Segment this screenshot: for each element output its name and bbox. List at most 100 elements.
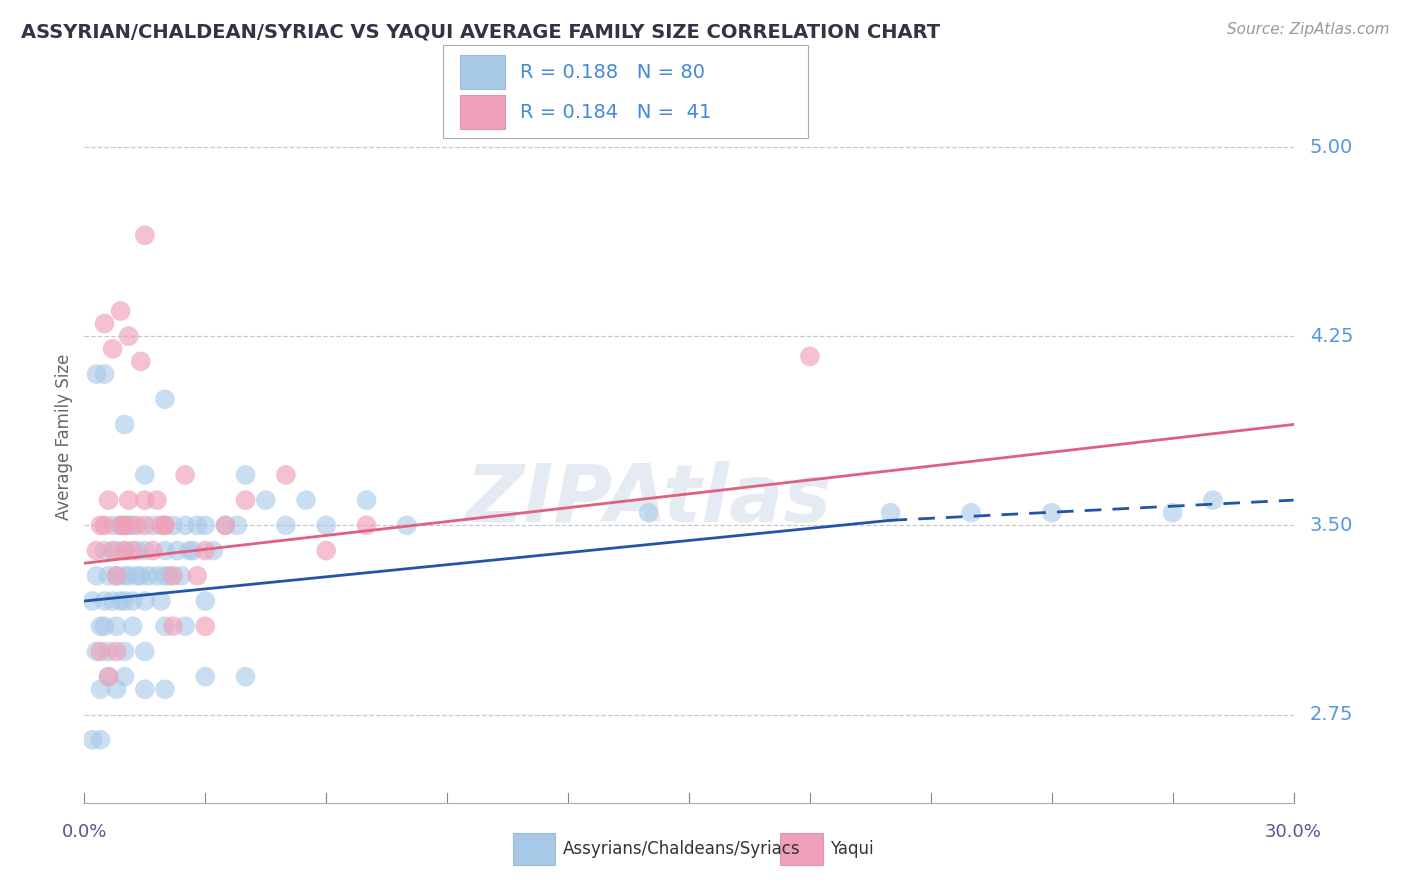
Point [235, 467, 257, 482]
Point [153, 569, 176, 583]
Point [153, 518, 176, 533]
Point [105, 619, 128, 633]
Point [86, 644, 108, 658]
Point [101, 594, 124, 608]
Point [82, 594, 104, 608]
Point [142, 518, 165, 533]
Point [114, 670, 136, 684]
Text: R = 0.188   N = 80: R = 0.188 N = 80 [520, 62, 706, 82]
Point [356, 493, 378, 508]
Point [114, 543, 136, 558]
Point [174, 518, 197, 533]
Point [395, 518, 418, 533]
Point [93, 367, 115, 381]
Point [157, 569, 180, 583]
Point [93, 594, 115, 608]
Point [799, 350, 821, 364]
Point [121, 543, 143, 558]
Point [879, 506, 901, 520]
Point [97, 670, 120, 684]
Point [134, 228, 156, 243]
Point [142, 543, 165, 558]
Point [129, 354, 152, 368]
Point [153, 543, 176, 558]
Point [114, 543, 136, 558]
Point [134, 467, 156, 482]
Point [125, 543, 148, 558]
Text: 30.0%: 30.0% [1265, 823, 1322, 841]
Point [174, 467, 197, 482]
Point [170, 569, 193, 583]
Point [235, 493, 257, 508]
Point [105, 569, 128, 583]
Point [637, 506, 659, 520]
Point [93, 543, 115, 558]
Point [93, 317, 115, 331]
Text: 4.25: 4.25 [1309, 326, 1353, 346]
Point [146, 569, 169, 583]
Point [134, 644, 156, 658]
Point [315, 518, 337, 533]
Point [138, 569, 160, 583]
Point [162, 518, 184, 533]
Point [226, 518, 249, 533]
Point [114, 417, 136, 432]
Point [114, 518, 136, 533]
Point [121, 619, 143, 633]
Point [356, 518, 378, 533]
Point [97, 644, 120, 658]
Point [214, 518, 236, 533]
Point [118, 329, 141, 343]
Point [110, 518, 132, 533]
Point [110, 594, 132, 608]
Point [101, 543, 124, 558]
Point [89, 518, 111, 533]
Point [274, 518, 297, 533]
Point [254, 493, 277, 508]
Point [89, 619, 111, 633]
Point [186, 518, 208, 533]
Point [179, 543, 201, 558]
Text: Source: ZipAtlas.com: Source: ZipAtlas.com [1226, 22, 1389, 37]
Point [118, 518, 141, 533]
Y-axis label: Average Family Size: Average Family Size [55, 354, 73, 520]
Point [114, 594, 136, 608]
Point [1161, 506, 1184, 520]
Point [149, 594, 172, 608]
Point [114, 569, 136, 583]
Point [194, 670, 217, 684]
Text: 0.0%: 0.0% [62, 823, 107, 841]
Point [274, 467, 297, 482]
Point [1202, 493, 1225, 508]
Point [1040, 506, 1063, 520]
Text: ZIPAtlas: ZIPAtlas [465, 461, 832, 539]
Point [110, 304, 132, 318]
Point [105, 543, 128, 558]
Point [110, 518, 132, 533]
Point [214, 518, 236, 533]
Text: R = 0.184   N =  41: R = 0.184 N = 41 [520, 103, 711, 122]
Point [93, 619, 115, 633]
Point [89, 644, 111, 658]
Point [153, 619, 176, 633]
Point [97, 569, 120, 583]
Point [134, 518, 156, 533]
Text: 5.00: 5.00 [1309, 137, 1353, 156]
Text: Yaqui: Yaqui [830, 840, 873, 858]
Point [129, 569, 152, 583]
Point [82, 732, 104, 747]
Point [105, 682, 128, 697]
Point [118, 569, 141, 583]
Point [86, 367, 108, 381]
Point [97, 493, 120, 508]
Point [86, 569, 108, 583]
Point [149, 518, 172, 533]
Point [235, 670, 257, 684]
Point [114, 644, 136, 658]
Point [202, 543, 225, 558]
Text: 3.50: 3.50 [1309, 516, 1353, 535]
Point [295, 493, 318, 508]
Point [134, 594, 156, 608]
Point [89, 732, 111, 747]
Point [194, 594, 217, 608]
